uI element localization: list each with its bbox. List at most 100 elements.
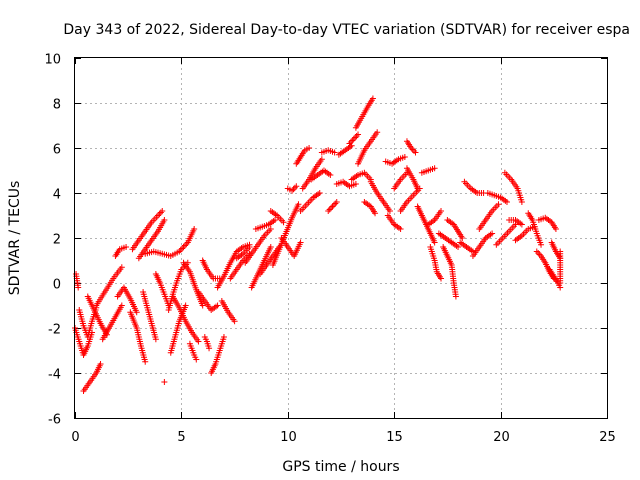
- y-tick-label: 6: [53, 143, 61, 158]
- data-point-marker: [267, 244, 274, 250]
- data-point-marker: [438, 275, 445, 282]
- data-point-marker: [133, 309, 140, 316]
- data-point-marker: [280, 219, 287, 226]
- data-point-marker: [181, 242, 188, 249]
- data-point-marker: [118, 302, 125, 309]
- data-point-marker: [557, 280, 564, 286]
- data-point-marker: [231, 318, 238, 325]
- y-tick-label: 8: [53, 98, 61, 113]
- data-point-marker: [156, 211, 163, 217]
- y-tick-label: 4: [53, 188, 61, 203]
- y-axis-label: SDTVAR / TECUs: [7, 181, 23, 296]
- x-tick-label: 15: [386, 430, 403, 445]
- data-point-marker: [350, 136, 357, 142]
- data-point-marker: [161, 379, 168, 385]
- data-point-marker: [372, 210, 379, 217]
- data-point-marker: [349, 137, 356, 144]
- data-point-marker: [352, 181, 359, 187]
- data-point-marker: [503, 199, 510, 205]
- data-point-marker: [414, 185, 421, 192]
- data-point-marker: [538, 241, 545, 248]
- data-point-marker: [316, 190, 323, 196]
- data-point-marker: [369, 95, 376, 102]
- data-point-marker: [331, 149, 338, 156]
- data-point-marker: [272, 217, 279, 223]
- y-tick-label: -4: [48, 368, 61, 383]
- data-point-marker: [495, 201, 502, 208]
- data-point-marker: [123, 244, 130, 250]
- data-point-marker: [352, 134, 359, 141]
- data-point-marker: [326, 206, 333, 213]
- data-point-marker: [452, 293, 459, 300]
- data-point-marker: [195, 338, 202, 345]
- data-point-marker: [397, 226, 404, 232]
- data-point-marker: [267, 226, 274, 232]
- y-tick-label: 10: [44, 53, 61, 68]
- data-point-marker: [355, 131, 362, 138]
- data-point-marker: [489, 230, 496, 237]
- data-point-marker: [333, 199, 340, 205]
- data-point-marker: [518, 199, 525, 205]
- data-point-marker: [295, 201, 302, 208]
- data-point-marker: [142, 358, 149, 365]
- data-point-marker: [220, 334, 227, 340]
- data-point-marker: [318, 156, 325, 163]
- data-point-marker: [431, 239, 438, 246]
- data-point-marker: [152, 336, 159, 343]
- x-tick-label: 20: [493, 430, 510, 445]
- data-point-marker: [431, 165, 438, 172]
- data-point-marker: [401, 154, 408, 160]
- data-point-marker: [157, 209, 164, 216]
- data-point-marker: [552, 226, 559, 232]
- data-point-marker: [330, 202, 337, 208]
- data-point-marker: [297, 239, 304, 246]
- plot-frame: [74, 57, 608, 419]
- data-point-marker: [161, 217, 168, 223]
- data-points: [72, 95, 564, 394]
- y-tick-label: 0: [53, 278, 61, 293]
- data-point-marker: [159, 208, 166, 214]
- x-axis-label: GPS time / hours: [282, 459, 399, 475]
- x-tick-label: 25: [599, 430, 616, 445]
- data-point-marker: [328, 205, 335, 211]
- data-point-marker: [374, 129, 381, 136]
- data-point-marker: [293, 183, 300, 190]
- data-point-marker: [329, 203, 336, 210]
- data-point-marker: [206, 345, 213, 352]
- data-point-marker: [177, 247, 184, 253]
- data-point-marker: [179, 245, 186, 252]
- data-point-marker: [290, 186, 297, 193]
- data-point-marker: [347, 139, 354, 145]
- y-tick-label: 2: [53, 233, 61, 248]
- data-point-marker: [214, 302, 221, 309]
- x-tick-label: 10: [280, 430, 297, 445]
- data-point-marker: [412, 149, 419, 156]
- data-point-marker: [75, 284, 82, 291]
- data-point-marker: [199, 302, 206, 309]
- chart-title: Day 343 of 2022, Sidereal Day-to-day VTE…: [63, 22, 630, 38]
- data-point-marker: [533, 248, 540, 255]
- x-tick-label: 0: [71, 430, 79, 445]
- data-point-marker: [459, 235, 466, 241]
- y-axis: -6 -4 -2 0 2 4 6 8 10: [44, 53, 607, 428]
- data-point-marker: [518, 221, 525, 228]
- data-point-marker: [332, 200, 339, 207]
- data-point-marker: [438, 208, 445, 214]
- data-point-marker: [353, 133, 360, 139]
- x-tick-label: 5: [177, 430, 185, 445]
- grid: [75, 58, 607, 418]
- data-point-marker: [193, 356, 200, 363]
- data-point-marker: [325, 208, 332, 214]
- y-tick-label: -2: [48, 323, 61, 338]
- data-point-marker: [191, 226, 198, 232]
- data-point-marker: [97, 361, 104, 367]
- data-point-marker: [327, 172, 334, 178]
- data-point-marker: [118, 264, 125, 271]
- data-point-marker: [535, 250, 542, 256]
- data-point-marker: [182, 302, 189, 309]
- y-tick-label: -6: [48, 413, 61, 428]
- data-point-marker: [306, 145, 313, 151]
- data-point-marker: [246, 244, 253, 250]
- data-point-marker: [455, 244, 462, 250]
